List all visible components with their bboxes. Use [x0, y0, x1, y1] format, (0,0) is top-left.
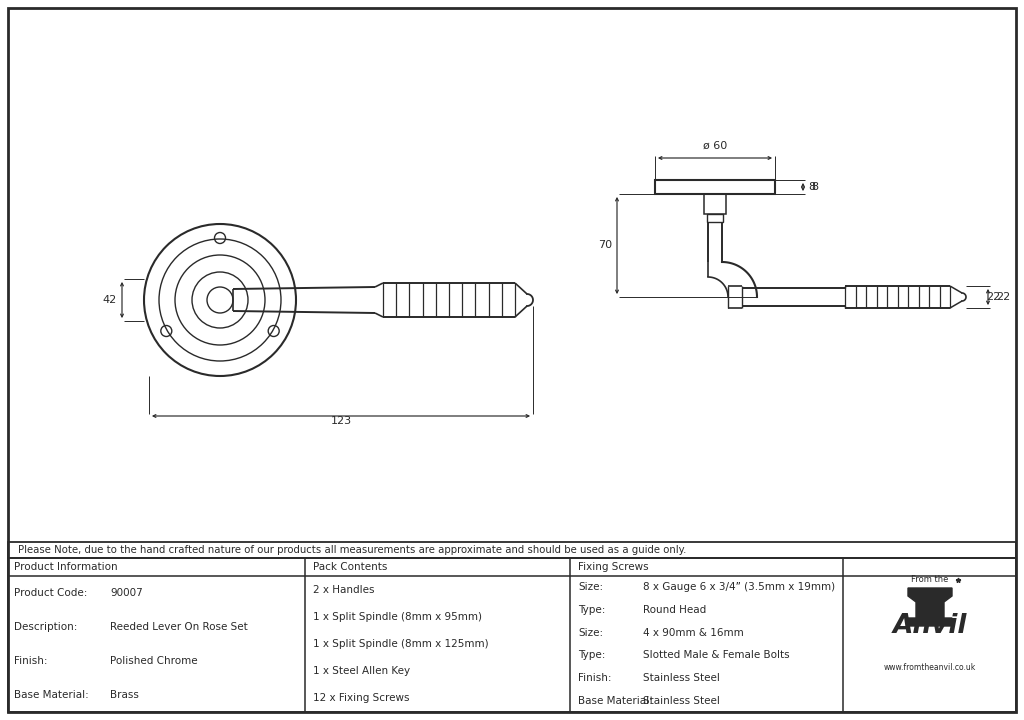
Text: 70: 70 — [598, 240, 612, 251]
Text: Description:: Description: — [14, 622, 78, 632]
Text: 22: 22 — [996, 292, 1011, 302]
Text: Anvil: Anvil — [893, 613, 968, 639]
Bar — [8, 542, 1016, 558]
Text: 42: 42 — [102, 295, 117, 305]
Text: 123: 123 — [331, 416, 351, 426]
Text: Finish:: Finish: — [578, 673, 611, 683]
Text: Base Material:: Base Material: — [578, 696, 652, 706]
Text: 12 x Fixing Screws: 12 x Fixing Screws — [313, 693, 410, 703]
Text: 4 x 90mm & 16mm: 4 x 90mm & 16mm — [643, 628, 743, 638]
Text: Slotted Male & Female Bolts: Slotted Male & Female Bolts — [643, 650, 790, 660]
Text: Product Code:: Product Code: — [14, 588, 87, 598]
Text: 1 x Split Spindle (8mm x 95mm): 1 x Split Spindle (8mm x 95mm) — [313, 612, 482, 622]
Text: 8: 8 — [811, 182, 818, 192]
Text: Reeded Lever On Rose Set: Reeded Lever On Rose Set — [110, 622, 248, 632]
Text: 90007: 90007 — [110, 588, 142, 598]
Text: Base Material:: Base Material: — [14, 690, 89, 700]
Text: 2 x Handles: 2 x Handles — [313, 585, 375, 595]
Text: Stainless Steel: Stainless Steel — [643, 696, 720, 706]
Text: From the: From the — [911, 575, 948, 585]
Text: 8: 8 — [808, 182, 815, 192]
Bar — [707, 214, 723, 222]
Bar — [8, 558, 1016, 712]
Text: 1 x Split Spindle (8mm x 125mm): 1 x Split Spindle (8mm x 125mm) — [313, 639, 488, 649]
Text: Type:: Type: — [578, 650, 605, 660]
Text: 8 x Gauge 6 x 3/4” (3.5mm x 19mm): 8 x Gauge 6 x 3/4” (3.5mm x 19mm) — [643, 582, 836, 593]
Text: Type:: Type: — [578, 605, 605, 615]
Text: 1 x Steel Allen Key: 1 x Steel Allen Key — [313, 666, 411, 676]
Text: Brass: Brass — [110, 690, 139, 700]
Bar — [705, 194, 726, 214]
Text: Stainless Steel: Stainless Steel — [643, 673, 720, 683]
Text: Polished Chrome: Polished Chrome — [110, 656, 198, 666]
Text: Please Note, due to the hand crafted nature of our products all measurements are: Please Note, due to the hand crafted nat… — [18, 545, 686, 555]
Polygon shape — [908, 588, 952, 626]
Text: Product Information: Product Information — [14, 562, 118, 572]
Text: Size:: Size: — [578, 582, 603, 593]
Text: Finish:: Finish: — [14, 656, 47, 666]
Text: 22: 22 — [986, 292, 1000, 302]
Text: www.fromtheanvil.co.uk: www.fromtheanvil.co.uk — [884, 664, 976, 672]
Text: ø 60: ø 60 — [702, 141, 727, 151]
Text: Fixing Screws: Fixing Screws — [578, 562, 648, 572]
Text: Pack Contents: Pack Contents — [313, 562, 387, 572]
Text: Size:: Size: — [578, 628, 603, 638]
Text: Round Head: Round Head — [643, 605, 707, 615]
Bar — [655, 180, 775, 194]
